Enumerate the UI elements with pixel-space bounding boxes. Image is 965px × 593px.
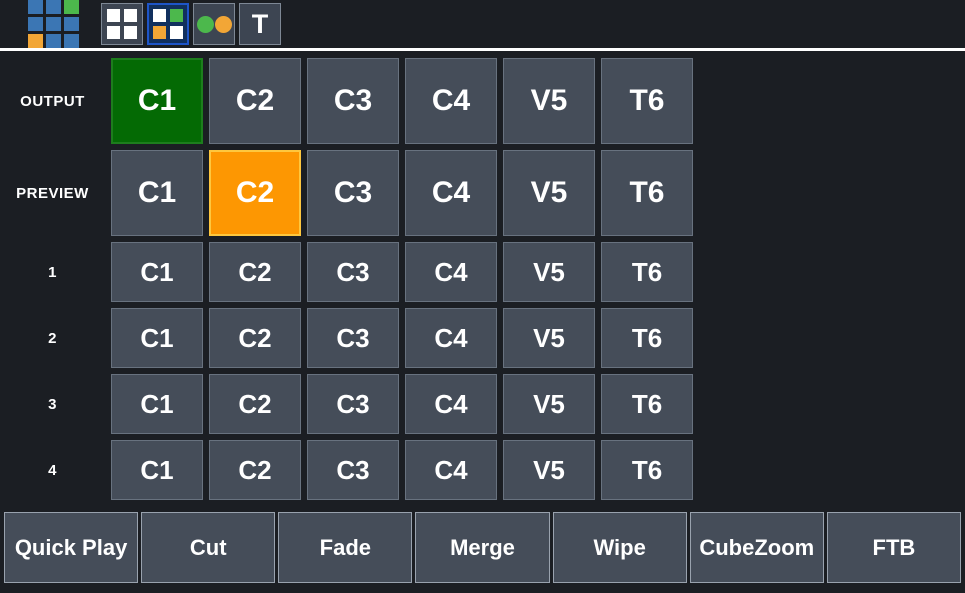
row4-c1-button[interactable]: C1 xyxy=(111,440,203,500)
logo-cell xyxy=(64,34,79,48)
colored-grid-icon xyxy=(153,9,183,39)
app-grid-logo-icon[interactable] xyxy=(28,0,79,48)
logo-cell xyxy=(46,17,61,31)
output-c3-button[interactable]: C3 xyxy=(307,58,399,144)
view-mode-multiview-button[interactable] xyxy=(147,3,189,45)
merge-button[interactable]: Merge xyxy=(415,512,550,583)
output-t6-button[interactable]: T6 xyxy=(601,58,693,144)
row4-c3-button[interactable]: C3 xyxy=(307,440,399,500)
row-label-preview: PREVIEW xyxy=(16,184,89,202)
row2-c1-button[interactable]: C1 xyxy=(111,308,203,368)
row1-c1-button[interactable]: C1 xyxy=(111,242,203,302)
logo-cell xyxy=(28,17,43,31)
row3-c3-button[interactable]: C3 xyxy=(307,374,399,434)
wipe-button[interactable]: Wipe xyxy=(552,512,687,583)
row1-c3-button[interactable]: C3 xyxy=(307,242,399,302)
row1-c4-button[interactable]: C4 xyxy=(405,242,497,302)
preview-c3-button[interactable]: C3 xyxy=(307,150,399,236)
row1-t6-button[interactable]: T6 xyxy=(601,242,693,302)
row3-t6-button[interactable]: T6 xyxy=(601,374,693,434)
output-c1-button[interactable]: C1 xyxy=(111,58,203,144)
preview-c2-button[interactable]: C2 xyxy=(209,150,301,236)
view-mode-grid-button[interactable] xyxy=(101,3,143,45)
output-c2-button[interactable]: C2 xyxy=(209,58,301,144)
row2-c4-button[interactable]: C4 xyxy=(405,308,497,368)
row4-c4-button[interactable]: C4 xyxy=(405,440,497,500)
output-c4-button[interactable]: C4 xyxy=(405,58,497,144)
transition-bar: Quick Play Cut Fade Merge Wipe CubeZoom … xyxy=(0,512,965,583)
row1-v5-button[interactable]: V5 xyxy=(503,242,595,302)
source-matrix: OUTPUT C1 C2 C3 C4 V5 T6 PREVIEW C1 C2 C… xyxy=(0,58,965,500)
row3-c1-button[interactable]: C1 xyxy=(111,374,203,434)
preview-c1-button[interactable]: C1 xyxy=(111,150,203,236)
row1-c2-button[interactable]: C2 xyxy=(209,242,301,302)
two-dots-icon xyxy=(196,15,232,33)
row-label-output: OUTPUT xyxy=(20,92,85,110)
row3-c2-button[interactable]: C2 xyxy=(209,374,301,434)
top-toolbar: T xyxy=(0,0,965,48)
row-label-1: 1 xyxy=(48,263,57,281)
row4-t6-button[interactable]: T6 xyxy=(601,440,693,500)
row2-c3-button[interactable]: C3 xyxy=(307,308,399,368)
logo-cell xyxy=(28,0,43,14)
view-mode-button-group: T xyxy=(101,3,281,45)
row2-v5-button[interactable]: V5 xyxy=(503,308,595,368)
preview-v5-button[interactable]: V5 xyxy=(503,150,595,236)
cubezoom-button[interactable]: CubeZoom xyxy=(689,512,824,583)
row2-t6-button[interactable]: T6 xyxy=(601,308,693,368)
row4-v5-button[interactable]: V5 xyxy=(503,440,595,500)
row4-c2-button[interactable]: C2 xyxy=(209,440,301,500)
logo-cell xyxy=(28,34,43,48)
fade-button[interactable]: Fade xyxy=(278,512,413,583)
row3-v5-button[interactable]: V5 xyxy=(503,374,595,434)
logo-cell xyxy=(46,34,61,48)
preview-c4-button[interactable]: C4 xyxy=(405,150,497,236)
logo-cell xyxy=(64,17,79,31)
white-grid-icon xyxy=(107,9,137,39)
row-label-4: 4 xyxy=(48,461,57,479)
cut-button[interactable]: Cut xyxy=(141,512,276,583)
quick-play-button[interactable]: Quick Play xyxy=(4,512,139,583)
output-v5-button[interactable]: V5 xyxy=(503,58,595,144)
logo-cell xyxy=(64,0,79,14)
view-mode-text-button[interactable]: T xyxy=(239,3,281,45)
ftb-button[interactable]: FTB xyxy=(826,512,961,583)
preview-t6-button[interactable]: T6 xyxy=(601,150,693,236)
row3-c4-button[interactable]: C4 xyxy=(405,374,497,434)
logo-cell xyxy=(46,0,61,14)
row2-c2-button[interactable]: C2 xyxy=(209,308,301,368)
row-label-3: 3 xyxy=(48,395,57,413)
row-label-2: 2 xyxy=(48,329,57,347)
text-icon: T xyxy=(251,8,269,39)
toolbar-separator xyxy=(0,48,965,51)
view-mode-dots-button[interactable] xyxy=(193,3,235,45)
